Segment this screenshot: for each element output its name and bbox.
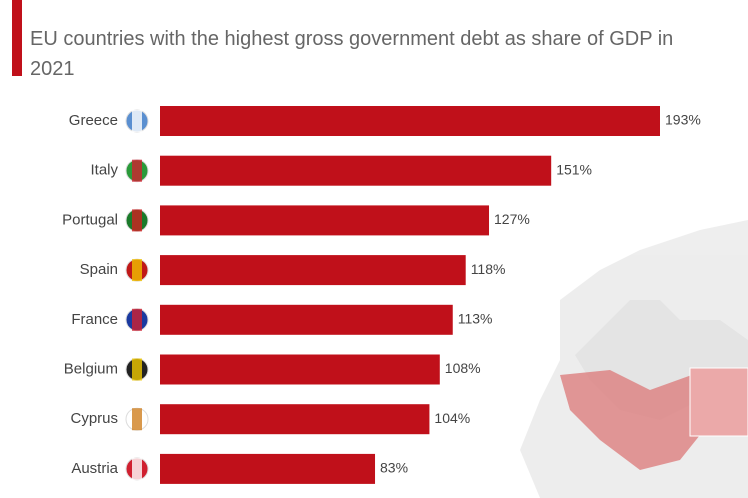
flag-icon	[132, 259, 142, 282]
flag-icon	[132, 457, 142, 480]
value-label: 193%	[665, 112, 701, 128]
bar	[160, 453, 376, 484]
background-map	[520, 220, 748, 498]
value-label: 104%	[434, 410, 470, 426]
category-label: Spain	[80, 261, 118, 278]
value-label: 113%	[458, 311, 493, 327]
category-label: Belgium	[64, 360, 118, 377]
category-label: Portugal	[62, 211, 118, 228]
bar	[160, 354, 440, 385]
value-label: 83%	[380, 460, 408, 476]
flag-icon	[132, 209, 142, 232]
category-label: Cyprus	[70, 410, 118, 427]
flag-icon	[132, 110, 142, 132]
category-label: Greece	[69, 112, 118, 129]
flag-icon	[132, 358, 142, 381]
chart-subtitle: EU countries with the highest gross gove…	[30, 28, 674, 80]
value-label: 118%	[471, 261, 506, 277]
value-label: 108%	[445, 360, 481, 376]
bar	[160, 106, 660, 136]
flag-icon	[132, 408, 142, 431]
bar	[160, 304, 453, 335]
bar	[160, 205, 490, 236]
category-label: Austria	[71, 460, 118, 477]
bar	[160, 255, 466, 286]
flag-icon	[132, 159, 142, 182]
value-label: 151%	[556, 161, 592, 177]
category-label: France	[71, 311, 118, 328]
category-label: Italy	[90, 162, 118, 179]
value-label: 127%	[494, 211, 530, 227]
bar	[160, 155, 552, 186]
flag-icon	[132, 308, 142, 331]
accent-bar	[12, 0, 22, 76]
bar	[160, 404, 430, 435]
